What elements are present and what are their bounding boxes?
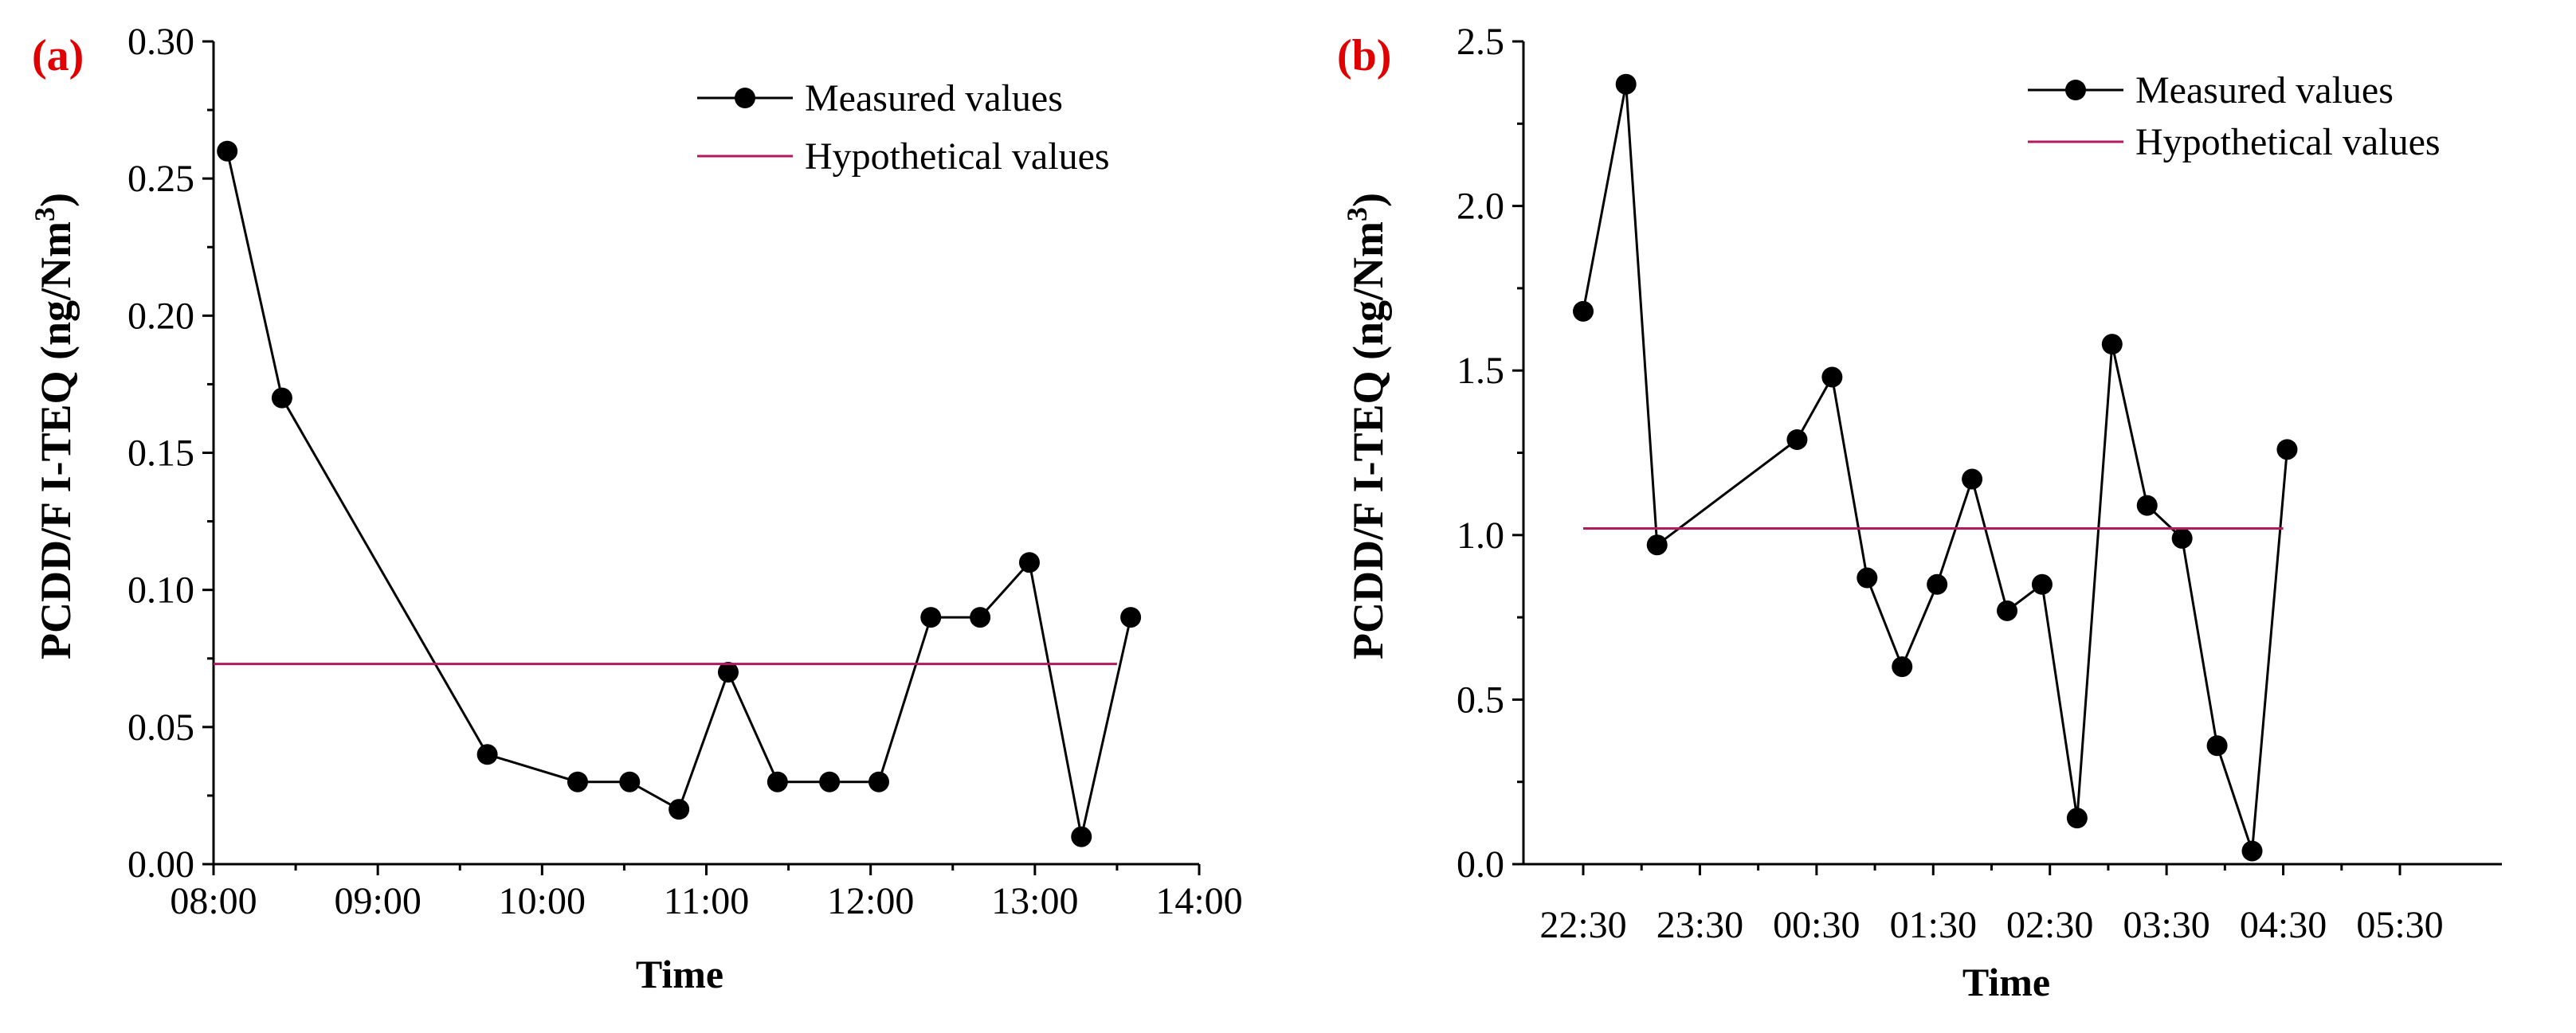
- measured-point: [2101, 334, 2123, 355]
- measured-point: [2241, 840, 2263, 862]
- measured-point: [819, 771, 841, 792]
- legend-hypothetical-label: Hypothetical values: [2135, 121, 2441, 163]
- x-tick-label: 01:30: [1890, 904, 1977, 946]
- x-axis-title-b: Time: [1962, 960, 2050, 1004]
- y-tick-label: 0.05: [127, 706, 194, 749]
- chart-panel-a: (a) PCDD/F I-TEQ (ng/Nm3) Time 0.00 0.05 0…: [29, 21, 1243, 996]
- measured-point: [2066, 808, 2088, 829]
- measured-point: [1892, 656, 1913, 678]
- measured-point: [1962, 468, 1983, 490]
- y-tick-label: 0.20: [127, 295, 194, 337]
- measured-point: [2136, 495, 2158, 516]
- measured-point: [1018, 552, 1040, 573]
- y-tick-label: 0.15: [127, 432, 194, 475]
- legend-measured-marker: [2065, 80, 2086, 100]
- y-tick-label: 2.5: [1457, 21, 1504, 63]
- legend-measured-marker: [735, 88, 755, 108]
- x-tick-label: 09:00: [334, 880, 421, 922]
- x-tick-label: 13:00: [991, 880, 1078, 922]
- legend-hypothetical-label: Hypothetical values: [805, 135, 1110, 178]
- x-tick-label: 05:30: [2356, 904, 2443, 946]
- legend: Measured values Hypothetical values: [697, 77, 1110, 178]
- y-tick-label: 0.0: [1457, 843, 1504, 886]
- svg-text:PCDD/F I-TEQ (ng/Nm3): PCDD/F I-TEQ (ng/Nm3): [29, 193, 80, 659]
- x-tick-label: 14:00: [1155, 880, 1242, 922]
- x-tick-label: 23:30: [1657, 904, 1743, 946]
- measured-point: [767, 771, 788, 792]
- x-tick-label: 00:30: [1773, 904, 1860, 946]
- measured-point: [271, 387, 292, 409]
- measured-point: [1615, 73, 1637, 95]
- panel-label-b: (b): [1337, 31, 1391, 80]
- measured-point: [1997, 600, 2018, 621]
- y-tick-label: 2.0: [1457, 186, 1504, 228]
- measured-point: [717, 661, 739, 683]
- panel-label-a: (a): [32, 31, 84, 80]
- x-tick-label: 03:30: [2123, 904, 2209, 946]
- measured-point: [1573, 300, 1594, 322]
- measured-point: [868, 771, 889, 792]
- x-tick-label: 22:30: [1539, 904, 1626, 946]
- measured-point: [2171, 527, 2193, 549]
- x-tick-label: 10:00: [499, 880, 586, 922]
- x-axis-title-a: Time: [636, 952, 723, 996]
- measured-point: [669, 799, 690, 820]
- measured-point: [476, 744, 498, 765]
- y-tick-label: 1.0: [1457, 515, 1504, 557]
- measured-line: [1582, 84, 2288, 851]
- y-tick-label: 1.5: [1457, 350, 1504, 392]
- measured-point: [1821, 366, 1843, 388]
- measured-line: [225, 151, 1132, 837]
- measured-point: [619, 771, 641, 792]
- measured-point: [217, 140, 238, 162]
- y-tick-label: 0.00: [127, 843, 194, 886]
- x-tick-label: 04:30: [2240, 904, 2327, 946]
- svg-text:PCDD/F I-TEQ (ng/Nm3): PCDD/F I-TEQ (ng/Nm3): [1341, 193, 1392, 659]
- x-tick-label: 12:00: [827, 880, 914, 922]
- x-tick-label: 11:00: [664, 880, 750, 922]
- measured-point: [920, 607, 942, 628]
- measured-point: [1071, 826, 1092, 847]
- measured-point: [2206, 735, 2228, 757]
- measured-point: [1786, 428, 1808, 450]
- legend: Measured values Hypothetical values: [2028, 69, 2441, 163]
- measured-point: [567, 771, 589, 792]
- measured-point: [1927, 573, 1948, 595]
- y-tick-label: 0.5: [1457, 679, 1504, 721]
- measured-point: [1857, 567, 1878, 589]
- y-tick-label: 0.30: [127, 21, 194, 63]
- measured-point: [970, 607, 991, 628]
- y-tick-label: 0.25: [127, 158, 194, 200]
- legend-measured-label: Measured values: [805, 77, 1063, 119]
- x-tick-label: 02:30: [2006, 904, 2093, 946]
- y-axis-title-b: PCDD/F I-TEQ (ng/Nm3): [1341, 193, 1392, 659]
- legend-measured-label: Measured values: [2135, 69, 2394, 112]
- measured-point: [2031, 573, 2053, 595]
- y-tick-label: 0.10: [127, 569, 194, 612]
- y-axis-title-a: PCDD/F I-TEQ (ng/Nm3): [29, 193, 80, 659]
- chart-panel-b: (b) PCDD/F I-TEQ (ng/Nm3) Time 0.0 0.5 1.0…: [1337, 21, 2502, 1004]
- measured-point: [2276, 439, 2298, 460]
- x-tick-label: 08:00: [170, 880, 257, 922]
- measured-point: [1120, 607, 1142, 628]
- measured-point: [1646, 534, 1668, 556]
